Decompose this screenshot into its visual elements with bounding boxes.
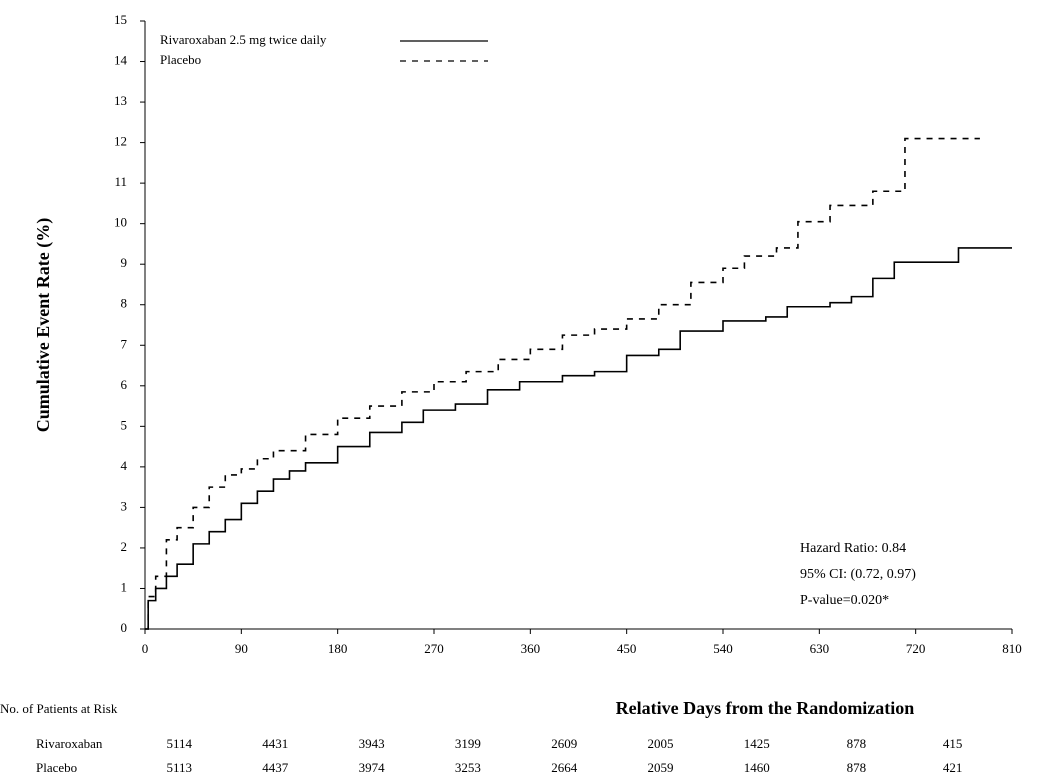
y-tick-label: 9 [121, 255, 128, 270]
y-tick-label: 12 [114, 134, 127, 149]
legend-label: Placebo [160, 52, 201, 67]
x-tick-label: 540 [713, 641, 733, 656]
y-tick-label: 13 [114, 93, 127, 108]
risk-value: 2664 [551, 760, 578, 775]
risk-value: 4431 [262, 736, 288, 751]
km-curve [145, 247, 1012, 630]
y-tick-label: 5 [121, 417, 128, 432]
annotation: 95% CI: (0.72, 0.97) [800, 567, 916, 582]
x-tick-label: 810 [1002, 641, 1022, 656]
risk-value: 1425 [744, 736, 770, 751]
risk-value: 3253 [455, 760, 481, 775]
x-tick-label: 90 [235, 641, 248, 656]
risk-row-label: Placebo [36, 760, 77, 775]
y-tick-label: 0 [121, 620, 128, 635]
risk-value: 2059 [648, 760, 674, 775]
y-tick-label: 11 [114, 174, 127, 189]
risk-value: 421 [943, 760, 963, 775]
y-tick-label: 2 [121, 539, 128, 554]
x-tick-label: 270 [424, 641, 444, 656]
risk-value: 5113 [166, 760, 192, 775]
risk-value: 878 [847, 760, 867, 775]
y-tick-label: 3 [121, 498, 128, 513]
risk-value: 4437 [262, 760, 289, 775]
y-tick-label: 6 [121, 377, 128, 392]
y-tick-label: 15 [114, 12, 127, 27]
risk-value: 878 [847, 736, 867, 751]
risk-value: 3199 [455, 736, 481, 751]
x-tick-label: 630 [810, 641, 830, 656]
y-tick-label: 10 [114, 215, 127, 230]
legend-label: Rivaroxaban 2.5 mg twice daily [160, 32, 327, 47]
annotation: P-value=0.020* [800, 593, 889, 608]
x-tick-label: 360 [521, 641, 541, 656]
risk-value: 3974 [359, 760, 386, 775]
risk-value: 2609 [551, 736, 577, 751]
x-tick-label: 450 [617, 641, 637, 656]
x-tick-label: 720 [906, 641, 926, 656]
y-tick-label: 7 [121, 336, 128, 351]
annotation: Hazard Ratio: 0.84 [800, 541, 906, 556]
x-axis-title: Relative Days from the Randomization [616, 698, 915, 718]
x-tick-label: 0 [142, 641, 149, 656]
y-axis-title: Cumulative Event Rate (%) [33, 218, 54, 432]
risk-value: 5114 [166, 736, 192, 751]
risk-table-title: No. of Patients at Risk [0, 701, 118, 716]
risk-value: 3943 [359, 736, 385, 751]
y-tick-label: 1 [121, 579, 128, 594]
y-tick-label: 8 [121, 296, 128, 311]
risk-value: 2005 [648, 736, 674, 751]
y-tick-label: 14 [114, 53, 128, 68]
risk-value: 415 [943, 736, 963, 751]
risk-row-label: Rivaroxaban [36, 736, 103, 751]
y-tick-label: 4 [121, 458, 128, 473]
x-tick-label: 180 [328, 641, 348, 656]
risk-value: 1460 [744, 760, 770, 775]
km-curve [145, 137, 980, 630]
